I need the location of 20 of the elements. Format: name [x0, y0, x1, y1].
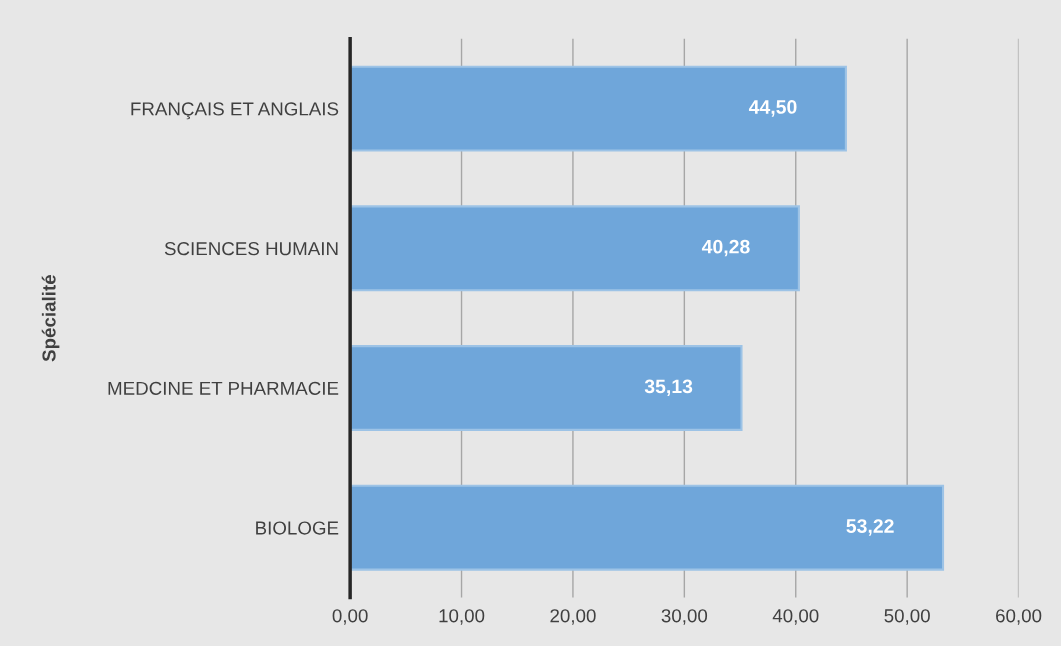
- bar: [350, 205, 800, 292]
- data-label: 44,50: [748, 100, 797, 117]
- x-tick-label: 40,00: [772, 609, 819, 625]
- x-tick-label: 10,00: [439, 609, 485, 625]
- y-tick-label: BIOLOGE: [256, 521, 339, 535]
- data-label: 53,22: [846, 519, 894, 536]
- x-tick-label: 60,00: [996, 609, 1042, 625]
- y-tick-label: SCIENCES HUMAIN: [164, 242, 338, 256]
- x-tick-label: 20,00: [550, 609, 596, 625]
- y-tick-label: FRANÇAIS ET ANGLAIS: [131, 102, 339, 120]
- y-axis-title: Spécialité: [41, 275, 60, 362]
- data-label: 40,28: [701, 239, 750, 257]
- data-label: 35,13: [644, 379, 693, 397]
- bar: [350, 65, 847, 152]
- y-tick-label: MEDCINE ET PHARMACIE: [108, 381, 339, 395]
- x-tick-label: 30,00: [661, 609, 708, 625]
- x-tick-label: 50,00: [884, 609, 930, 625]
- bar: [350, 345, 743, 431]
- x-tick-label: 0,00: [332, 609, 368, 625]
- bar: [350, 484, 945, 571]
